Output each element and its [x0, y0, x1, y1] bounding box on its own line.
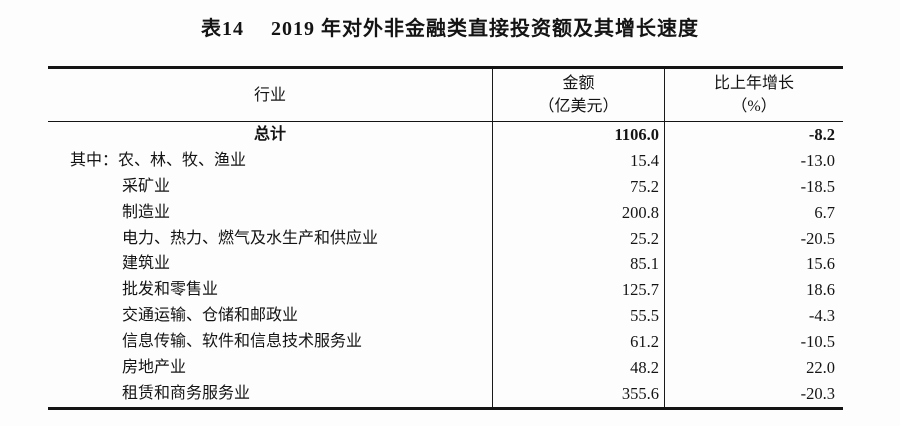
industry-cell: 电力、热力、燃气及水生产和供应业: [122, 229, 379, 247]
column-header-industry: 行业: [48, 69, 492, 121]
column-header-amount-line1: 金额: [562, 75, 595, 92]
table-row: 制造业 200.8 6.7: [48, 199, 843, 226]
growth-cell: -4.3: [808, 306, 835, 326]
table-row: 建筑业 85.1 15.6: [48, 251, 843, 278]
industry-cell: 交通运输、仓储和邮政业: [122, 307, 299, 325]
table-row: 交通运输、仓储和邮政业 55.5 -4.3: [48, 303, 843, 330]
industry-cell: 总计: [253, 126, 286, 143]
growth-cell: -8.2: [808, 125, 835, 144]
growth-cell: -20.3: [800, 383, 835, 403]
amount-cell: 355.6: [492, 380, 665, 407]
amount-cell: 15.4: [492, 147, 665, 174]
amount-cell: 25.2: [492, 225, 665, 252]
table-row: 房地产业 48.2 22.0: [48, 355, 843, 381]
industry-cell: 信息传输、软件和信息技术服务业: [122, 333, 363, 351]
growth-cell: 18.6: [806, 280, 835, 300]
table-title: 表14 2019 年对外非金融类直接投资额及其增长速度: [201, 18, 699, 40]
table-row: 采矿业 75.2 -18.5: [48, 173, 843, 200]
table-row: 批发和零售业 125.7 18.6: [48, 277, 843, 304]
industry-cell: 批发和零售业: [122, 281, 219, 299]
amount-cell: 1106.0: [492, 122, 665, 148]
industry-cell: 房地产业: [122, 359, 187, 377]
column-header-growth-line1: 比上年增长: [713, 75, 794, 92]
industry-cell: 建筑业: [122, 255, 171, 273]
amount-cell: 55.5: [492, 303, 665, 330]
amount-cell: 125.7: [492, 277, 665, 304]
table-body: 总计 1106.0 -8.2 其中：农、林、牧、渔业 15.4 -13.0 采矿…: [48, 122, 843, 407]
column-header-growth-line2: （%）: [731, 98, 777, 115]
industry-cell: 制造业: [122, 203, 171, 221]
growth-cell: -13.0: [800, 150, 835, 170]
table-row: 其中：农、林、牧、渔业 15.4 -13.0: [48, 147, 843, 174]
industry-cell: 租赁和商务服务业: [122, 384, 251, 402]
amount-cell: 61.2: [492, 329, 665, 356]
growth-cell: 6.7: [814, 202, 835, 222]
growth-cell: -18.5: [800, 176, 835, 196]
table-row: 信息传输、软件和信息技术服务业 61.2 -10.5: [48, 329, 843, 356]
column-header-amount: 金额 （亿美元）: [492, 69, 665, 121]
table-row: 租赁和商务服务业 355.6 -20.3: [48, 380, 843, 407]
column-header-growth: 比上年增长 （%）: [665, 69, 843, 121]
amount-cell: 200.8: [492, 199, 665, 226]
table-header-row: 行业 金额 （亿美元） 比上年增长 （%）: [48, 69, 843, 122]
investment-table: 行业 金额 （亿美元） 比上年增长 （%） 总计 1106.0 -8.2 其中：…: [48, 66, 843, 410]
amount-cell: 85.1: [492, 251, 665, 278]
table-row-total: 总计 1106.0 -8.2: [48, 122, 843, 148]
amount-cell: 48.2: [492, 355, 665, 381]
amount-cell: 75.2: [492, 173, 665, 200]
column-header-industry-label: 行业: [253, 86, 286, 104]
table-row: 电力、热力、燃气及水生产和供应业 25.2 -20.5: [48, 225, 843, 252]
industry-cell: 采矿业: [122, 177, 171, 195]
industry-cell: 其中：农、林、牧、渔业: [70, 151, 247, 169]
column-header-amount-line2: （亿美元）: [538, 98, 619, 115]
growth-cell: 22.0: [806, 358, 835, 378]
growth-cell: -20.5: [800, 228, 835, 248]
growth-cell: -10.5: [800, 332, 835, 352]
growth-cell: 15.6: [806, 254, 835, 274]
